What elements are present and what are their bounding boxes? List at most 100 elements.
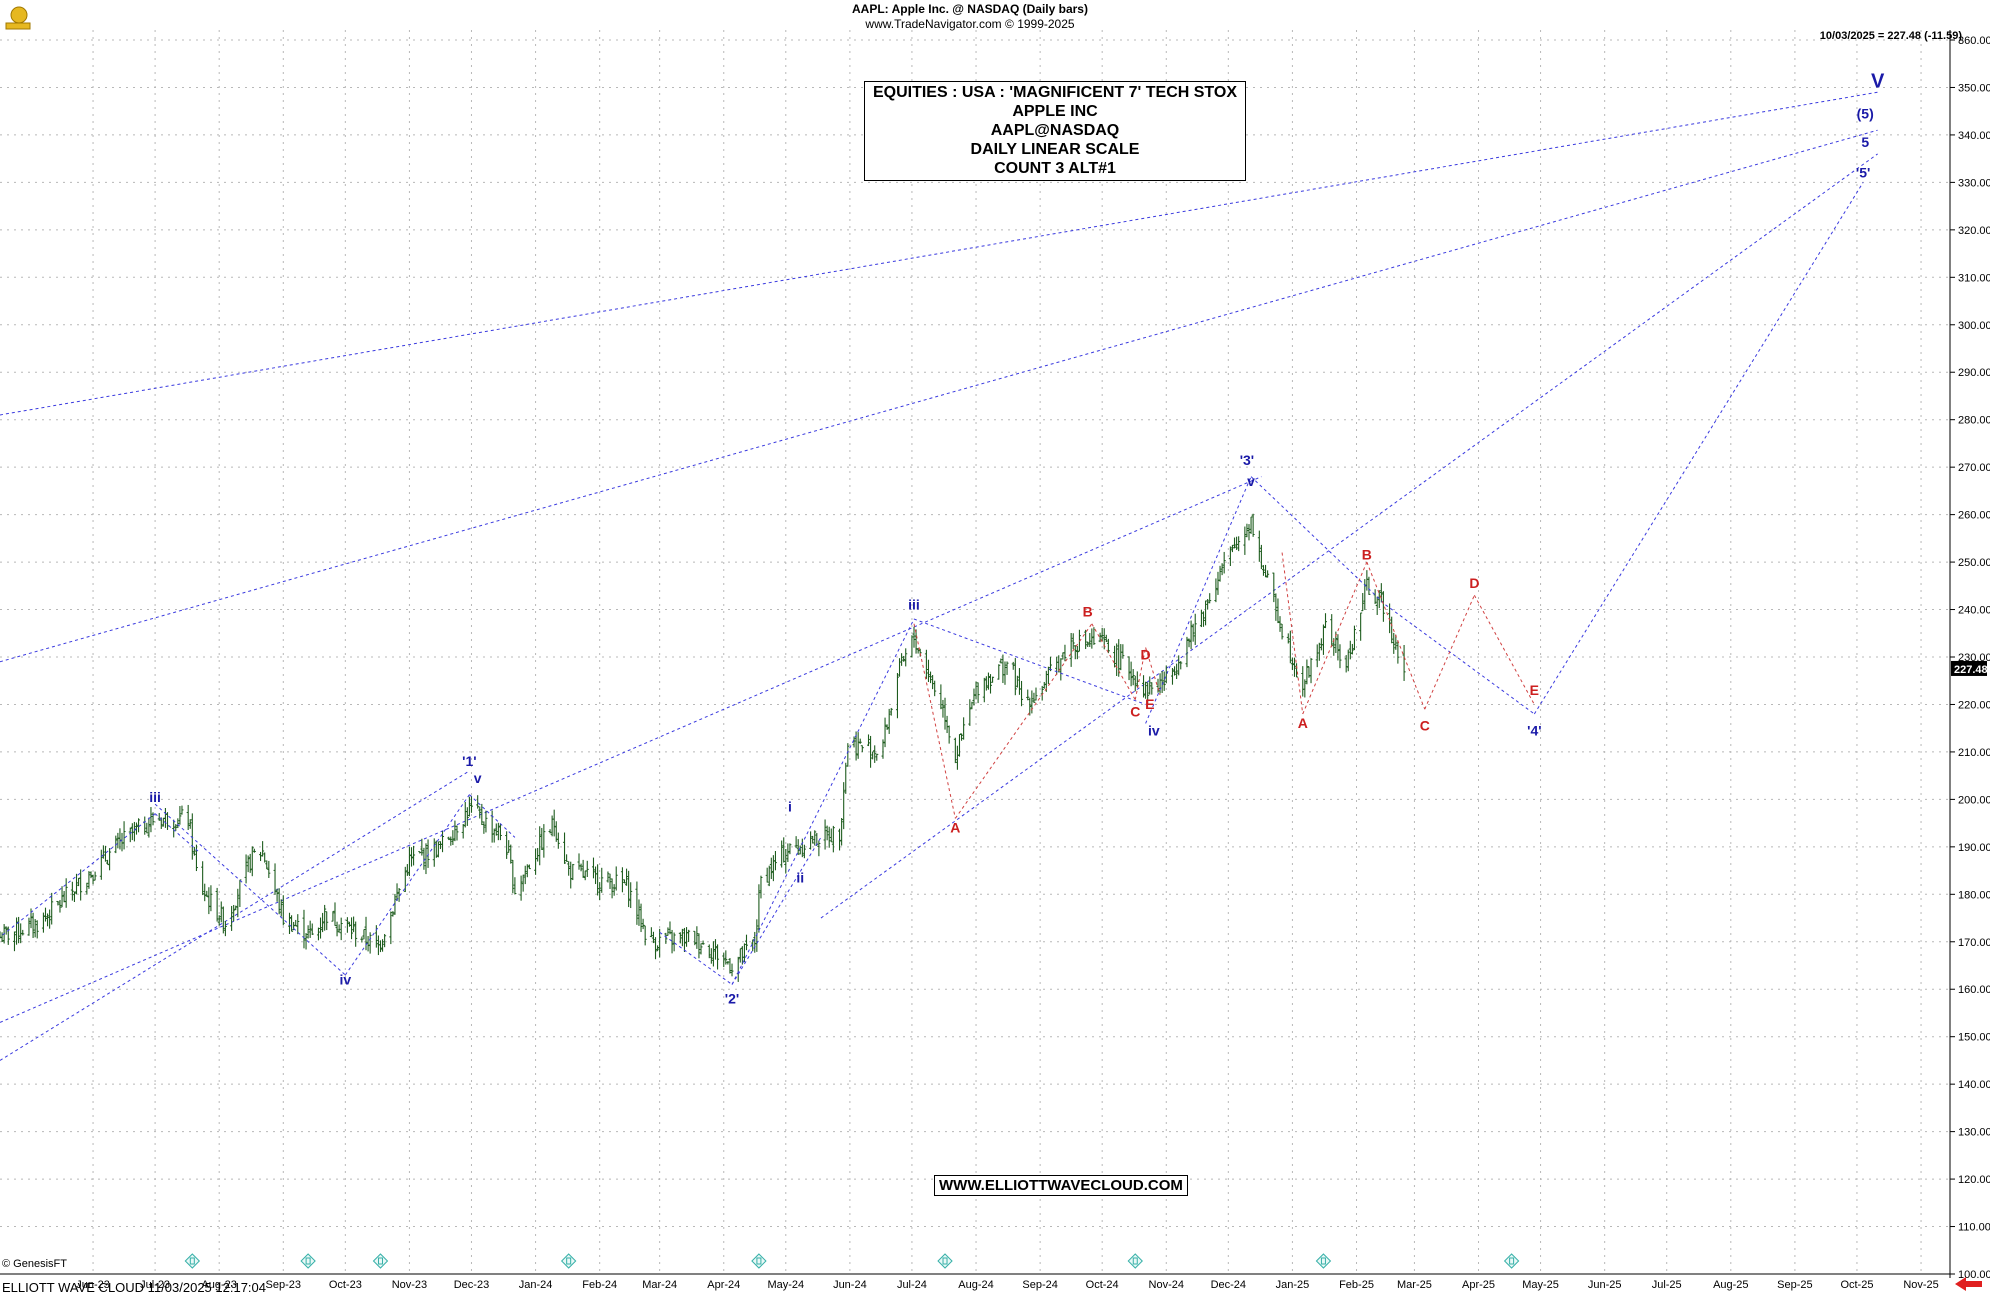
wave-line-red [1302,561,1368,715]
wave-label: E [1145,696,1154,712]
x-tick-label: Nov-25 [1903,1279,1938,1291]
y-tick-label: 350.00 [1958,82,1990,94]
event-marker-inner [377,1257,383,1265]
event-marker-inner [305,1257,311,1265]
scroll-left-arrow-icon [1955,1277,1982,1291]
x-tick-label: Oct-24 [1086,1279,1119,1291]
title-line: EQUITIES : USA : 'MAGNIFICENT 7' TECH ST… [872,84,1238,101]
y-tick-label: 260.00 [1958,510,1990,522]
last-price-tag: 227.48 [1954,664,1988,676]
y-tick-label: 110.00 [1958,1222,1990,1234]
y-tick-label: 190.00 [1958,842,1990,854]
wave-line-blue [1533,182,1864,715]
chart-header-source: www.TradeNavigator.com © 1999-2025 [865,17,1075,31]
x-tick-label: Jun-23 [76,1279,110,1291]
x-tick-label: Jun-24 [833,1279,867,1291]
wave-label: ii [796,869,804,885]
footer-status: ELLIOTT WAVE CLOUD 11/03/2025 12:17:04 [2,1280,266,1295]
wave-line-blue [1250,476,1386,606]
wave-label: iii [149,789,161,805]
event-marker-inner [1132,1257,1138,1265]
genesis-credit: © GenesisFT [2,1258,67,1270]
y-tick-label: 180.00 [1958,889,1990,901]
x-tick-label: Nov-23 [392,1279,427,1291]
channel-line [0,129,1878,663]
event-marker-inner [942,1257,948,1265]
wave-line-blue [659,931,733,985]
y-tick-label: 170.00 [1958,937,1990,949]
x-tick-label: May-24 [767,1279,804,1291]
x-tick-label: Sep-23 [266,1279,301,1291]
wave-line-blue [731,618,915,985]
x-tick-label: Jun-25 [1588,1279,1622,1291]
wave-label: B [1362,547,1372,563]
wave-label: D [1141,646,1151,662]
y-tick-label: 210.00 [1958,747,1990,759]
x-tick-label: Jan-24 [519,1279,553,1291]
wave-labels: iiiiv'1'v'2'iiiiiiABCDEiv'3'vABCDE'4''5'… [149,70,1885,1006]
wave-line-blue [1145,476,1252,724]
channel-line [820,153,1878,919]
y-tick-label: 220.00 [1958,699,1990,711]
title-line: AAPL@NASDAQ [990,122,1120,139]
wave-label: v [474,770,482,786]
wave-label: D [1469,575,1479,591]
wave-label: '2' [725,990,739,1006]
channel-line [0,770,470,1061]
wave-label: '5' [1856,165,1870,181]
chart-header-title: AAPL: Apple Inc. @ NASDAQ (Daily bars) [852,2,1088,16]
event-marker-inner [1509,1257,1515,1265]
wave-label: '4' [1527,722,1541,738]
x-tick-label: Jul-25 [1652,1279,1682,1291]
wave-label: E [1530,682,1539,698]
x-tick-label: Apr-25 [1462,1279,1495,1291]
wave-line-red [954,623,1093,819]
wave-lines-blue [0,182,1864,985]
wave-line-blue [344,794,470,976]
wave-label: A [950,820,960,836]
grid [0,30,1950,1275]
x-tick-label: Sep-25 [1777,1279,1812,1291]
y-tick-label: 240.00 [1958,605,1990,617]
event-marker-inner [1320,1257,1326,1265]
y-tick-label: 250.00 [1958,557,1990,569]
event-marker-icon [372,1253,389,1269]
y-tick-label: 200.00 [1958,794,1990,806]
x-tick-label: Nov-24 [1149,1279,1184,1291]
x-tick-label: Aug-24 [958,1279,993,1291]
wave-label: '3' [1240,452,1254,468]
x-tick-label: Dec-24 [1211,1279,1246,1291]
wave-line-red [1091,623,1136,700]
wave-label: i [788,798,792,814]
y-tick-label: 330.00 [1958,177,1990,189]
event-marker-inner [756,1257,762,1265]
wave-label: C [1130,703,1140,719]
y-tick-label: 340.00 [1958,130,1990,142]
wave-label: (5) [1857,105,1874,121]
wave-line-blue [731,837,822,985]
wave-line-red [1473,595,1535,705]
event-marker-icon [1503,1253,1520,1269]
title-line: COUNT 3 ALT#1 [994,160,1116,177]
event-marker-icon [1315,1253,1332,1269]
x-tick-label: Feb-24 [582,1279,617,1291]
x-tick-label: Feb-25 [1339,1279,1374,1291]
title-line: APPLE INC [1012,103,1098,120]
event-marker-icon [937,1253,953,1269]
x-tick-label: Dec-23 [454,1279,489,1291]
wave-label: iv [339,971,351,987]
event-marker-inner [189,1257,195,1265]
title-line: DAILY LINEAR SCALE [970,141,1140,158]
y-tick-label: 130.00 [1958,1127,1990,1139]
event-markers [184,1253,1982,1291]
event-marker-icon [560,1253,577,1269]
last-quote: 10/03/2025 = 227.48 (-11.59) [1819,30,1962,42]
wave-line-blue [913,618,1146,705]
wave-line-blue [154,813,199,852]
wave-line-blue [1385,604,1535,715]
x-tick-label: May-25 [1522,1279,1559,1291]
x-tick-label: Aug-23 [201,1279,236,1291]
event-marker-inner [566,1257,572,1265]
y-tick-label: 280.00 [1958,415,1990,427]
y-tick-label: 300.00 [1958,320,1990,332]
